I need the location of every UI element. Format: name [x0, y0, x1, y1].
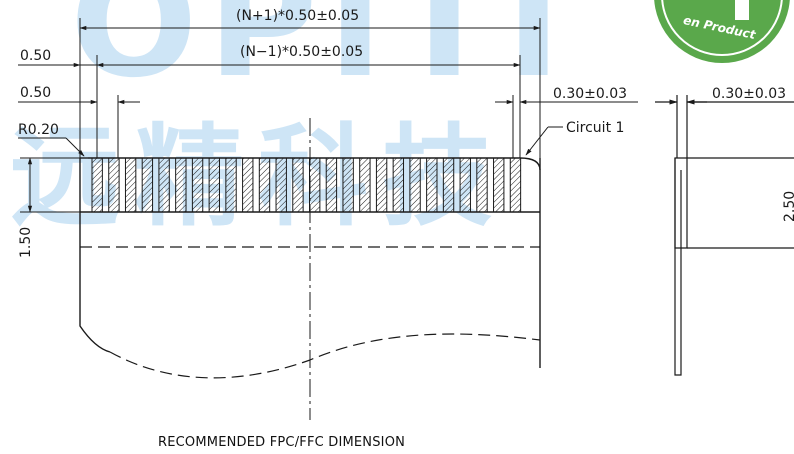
- contact-pad: [359, 157, 371, 213]
- watermark-latin: OPITI: [70, 0, 571, 111]
- break-line: [109, 333, 541, 379]
- side-view: [655, 95, 794, 376]
- contact-pad: [225, 157, 237, 213]
- left-second-label: 0.50: [20, 85, 51, 101]
- contact-pad: [258, 157, 271, 213]
- contact-pad: [342, 157, 354, 213]
- contact-pad: [124, 157, 137, 213]
- contact-pad: [275, 157, 287, 213]
- certification-badge: en Product: [654, 0, 790, 63]
- side-lead-width-label: 0.30±0.03: [712, 86, 786, 102]
- contact-pad: [158, 157, 170, 213]
- contact-pad: [91, 157, 103, 213]
- side-height-label: 2.50: [782, 191, 794, 222]
- contact-pad: [191, 157, 204, 213]
- contact-pad: [141, 157, 154, 213]
- contact-array: [91, 157, 522, 213]
- contact-pad: [392, 157, 405, 213]
- height-left-label: 1.50: [18, 227, 34, 258]
- pitch-total-label: (N+1)*0.50±0.05: [236, 8, 359, 24]
- contact-pad: [375, 157, 388, 213]
- contact-pad: [175, 157, 187, 213]
- contact-pad: [459, 157, 471, 213]
- contact-pad: [242, 157, 254, 213]
- contact-pad: [292, 157, 304, 213]
- contact-pad: [208, 157, 220, 213]
- pitch-inner-label: (N−1)*0.50±0.05: [240, 44, 363, 60]
- contact-pad: [476, 157, 488, 213]
- contact-pad: [309, 157, 321, 213]
- contact-pad: [409, 157, 421, 213]
- contact-pad: [493, 157, 505, 213]
- circuit-label: Circuit 1: [566, 120, 624, 136]
- dimension-lines: [18, 18, 638, 213]
- left-top-label: 0.50: [20, 48, 51, 64]
- drawing-caption: RECOMMENDED FPC/FFC DIMENSION: [158, 435, 405, 450]
- contact-pad: [325, 157, 338, 213]
- contact-pad: [509, 157, 522, 213]
- contact-pad: [442, 157, 455, 213]
- contact-pad: [426, 157, 438, 213]
- radius-label: R0.20: [18, 122, 59, 138]
- contact-pad: [108, 157, 120, 213]
- lead-width-label: 0.30±0.03: [553, 86, 627, 102]
